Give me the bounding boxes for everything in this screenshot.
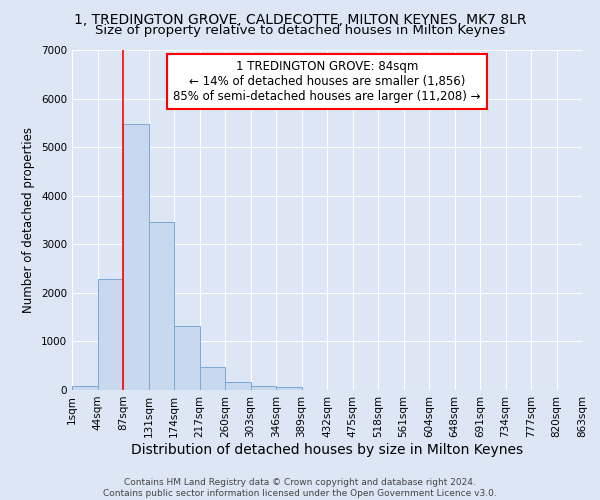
Text: Contains HM Land Registry data © Crown copyright and database right 2024.
Contai: Contains HM Land Registry data © Crown c…	[103, 478, 497, 498]
Bar	[123, 124, 149, 390]
Bar	[251, 386, 276, 390]
Text: 1 TREDINGTON GROVE: 84sqm
← 14% of detached houses are smaller (1,856)
85% of se: 1 TREDINGTON GROVE: 84sqm ← 14% of detac…	[173, 60, 481, 103]
Bar	[174, 326, 199, 390]
Bar	[149, 222, 174, 390]
X-axis label: Distribution of detached houses by size in Milton Keynes: Distribution of detached houses by size …	[131, 442, 523, 456]
Bar	[97, 280, 123, 390]
Text: 1, TREDINGTON GROVE, CALDECOTTE, MILTON KEYNES, MK7 8LR: 1, TREDINGTON GROVE, CALDECOTTE, MILTON …	[74, 12, 526, 26]
Text: Size of property relative to detached houses in Milton Keynes: Size of property relative to detached ho…	[95, 24, 505, 37]
Y-axis label: Number of detached properties: Number of detached properties	[22, 127, 35, 313]
Bar	[225, 382, 251, 390]
Bar	[199, 367, 225, 390]
Bar	[72, 386, 97, 390]
Bar	[276, 388, 302, 390]
